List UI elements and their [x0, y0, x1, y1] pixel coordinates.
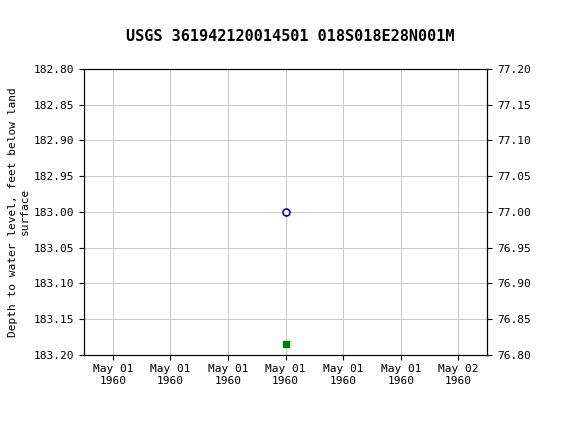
- Text: USGS 361942120014501 018S018E28N001M: USGS 361942120014501 018S018E28N001M: [126, 29, 454, 44]
- Text: USGS: USGS: [7, 7, 50, 25]
- Text: ⊞: ⊞: [2, 7, 17, 25]
- Y-axis label: Depth to water level, feet below land
surface: Depth to water level, feet below land su…: [8, 87, 30, 337]
